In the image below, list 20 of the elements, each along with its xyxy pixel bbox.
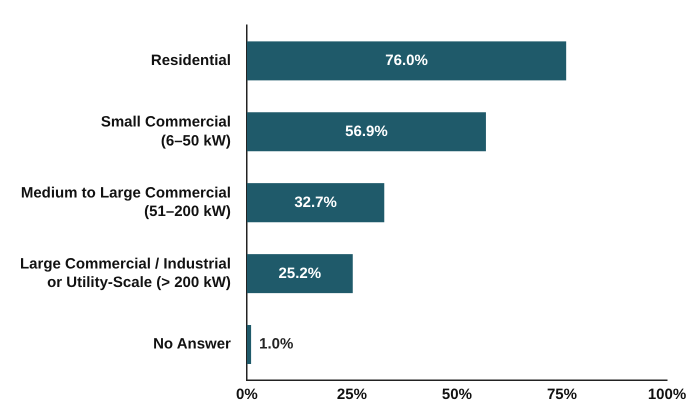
x-tick-label: 25%: [336, 386, 367, 404]
bar: [246, 325, 252, 364]
data-label: 76.0%: [385, 52, 428, 69]
data-label: 32.7%: [294, 194, 337, 211]
y-tick-label: Large Commercial / Industrial or Utility-Scale (> 200 kW): [20, 255, 231, 292]
y-tick-label: Residential: [150, 52, 231, 69]
x-tick-label: 75%: [546, 386, 577, 404]
x-tick-label: 0%: [236, 386, 258, 404]
data-label: 25.2%: [278, 264, 322, 282]
data-label: 1.0%: [259, 336, 294, 353]
y-tick-label: Small Commercial (6–50 kW): [100, 114, 231, 150]
bar: [246, 254, 353, 294]
bar: [246, 183, 384, 222]
x-tick-label: 100%: [648, 386, 686, 404]
bar: [246, 41, 566, 80]
bar: [246, 112, 486, 152]
y-tick-label: Medium to Large Commercial (51–200 kW): [20, 184, 231, 220]
y-tick-label: No Answer: [153, 336, 232, 353]
data-label: 56.9%: [345, 122, 388, 140]
x-tick-label: 50%: [442, 386, 472, 404]
